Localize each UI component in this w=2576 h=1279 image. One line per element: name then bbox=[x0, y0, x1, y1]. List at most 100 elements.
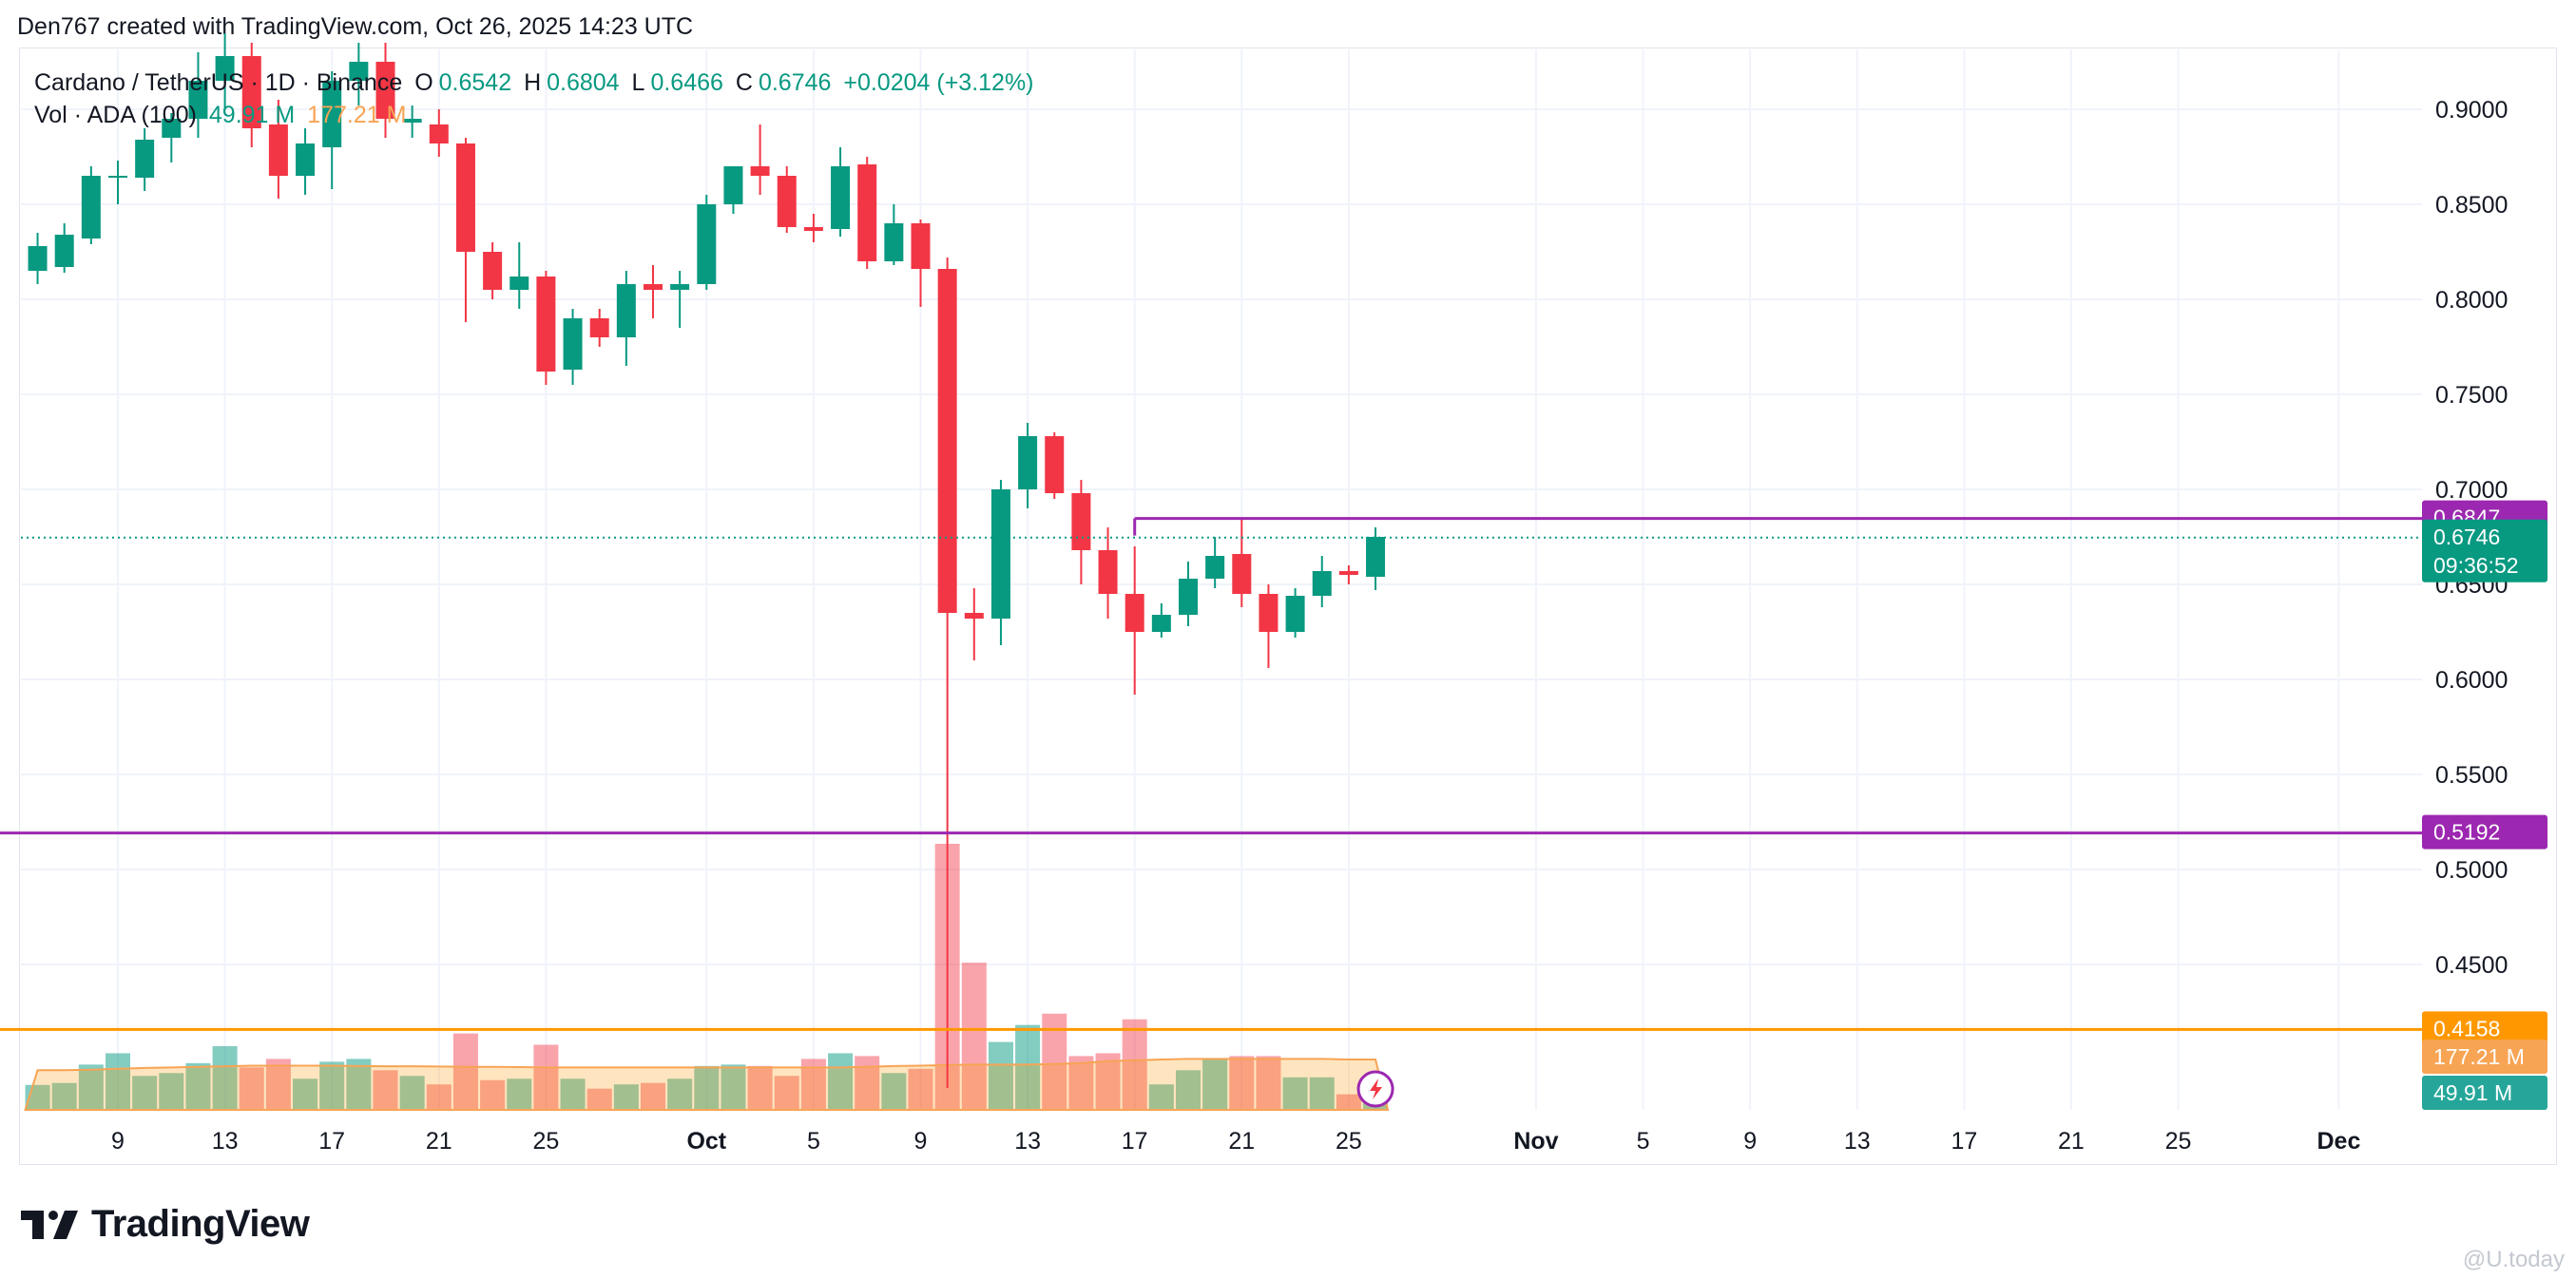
lightning-icon[interactable] bbox=[1356, 1070, 1394, 1108]
candle-body-up bbox=[1018, 436, 1038, 489]
volume-bar-up bbox=[1015, 1024, 1041, 1110]
candle bbox=[831, 147, 851, 237]
y-tick-label: 0.5500 bbox=[2435, 762, 2508, 789]
candle bbox=[1232, 518, 1252, 607]
candle-body-down bbox=[375, 62, 395, 119]
candle bbox=[937, 258, 957, 1088]
legend-symbol[interactable]: Cardano / TetherUS · 1D · Binance bbox=[34, 69, 403, 96]
price-tag-level-bg bbox=[2422, 1011, 2547, 1046]
candle bbox=[857, 157, 877, 269]
candle-body-up bbox=[402, 119, 422, 123]
volume-bar-down bbox=[373, 1070, 398, 1110]
candle bbox=[455, 138, 475, 322]
candle bbox=[616, 271, 636, 366]
volume-bar-up bbox=[319, 1061, 345, 1110]
lightning-icon-bolt bbox=[1370, 1079, 1383, 1099]
candle bbox=[1366, 527, 1386, 590]
x-tick-label: 13 bbox=[212, 1128, 239, 1155]
candle bbox=[296, 128, 316, 195]
volume-bar-down bbox=[239, 1067, 264, 1110]
candle bbox=[964, 588, 984, 660]
candle bbox=[697, 195, 717, 290]
candle-body-down bbox=[1259, 594, 1278, 632]
legend-volume-row: Vol · ADA (100) 49.91 M 177.21 M bbox=[34, 99, 1040, 131]
candle-body-up bbox=[670, 284, 690, 290]
candle-body-down bbox=[750, 166, 770, 176]
x-tick-label: Dec bbox=[2317, 1128, 2361, 1155]
legend-high: 0.6804 bbox=[547, 69, 620, 96]
volume-bar-down bbox=[586, 1088, 612, 1110]
legend-vol-label[interactable]: Vol · ADA (100) bbox=[34, 102, 197, 128]
candle-body-up bbox=[322, 81, 342, 147]
x-tick-label: 13 bbox=[1014, 1128, 1041, 1155]
volume-bar-up bbox=[399, 1076, 425, 1110]
volume-bar-up bbox=[185, 1062, 211, 1110]
candle bbox=[241, 43, 261, 147]
x-tick-label: 5 bbox=[1637, 1128, 1650, 1155]
legend-low: 0.6466 bbox=[650, 69, 723, 96]
volume-bar-down bbox=[774, 1076, 799, 1110]
price-tag-level-text: 0.4158 bbox=[2433, 1016, 2500, 1040]
candle bbox=[1045, 432, 1065, 499]
candle-body-up bbox=[54, 235, 74, 267]
candle bbox=[803, 214, 823, 242]
candle-body-down bbox=[1045, 436, 1065, 493]
volume-bar-up bbox=[667, 1079, 693, 1110]
candle-body-down bbox=[644, 284, 663, 290]
volume-bar-up bbox=[988, 1041, 1013, 1110]
y-tick-label: 0.7500 bbox=[2435, 382, 2508, 409]
volume-bar-down bbox=[747, 1065, 773, 1110]
legend-open-label: O bbox=[414, 69, 433, 96]
candle-body-up bbox=[563, 318, 583, 370]
candle-body-up bbox=[1151, 615, 1171, 632]
x-tick-label: 25 bbox=[2165, 1128, 2192, 1155]
volume-tag-ma-bg bbox=[2422, 1040, 2547, 1074]
candle bbox=[54, 223, 74, 273]
candle-body-up bbox=[188, 81, 208, 119]
candle-body-up bbox=[296, 143, 316, 176]
candle-body-down bbox=[241, 56, 261, 128]
candle bbox=[1338, 565, 1358, 584]
legend-close-label: C bbox=[735, 69, 753, 96]
candle-body-down bbox=[1232, 554, 1252, 594]
tradingview-brand[interactable]: TradingView bbox=[21, 1203, 310, 1246]
x-tick-label: 13 bbox=[1844, 1128, 1871, 1155]
legend-vol-ma: 177.21 M bbox=[307, 102, 407, 128]
volume-bar-up bbox=[721, 1064, 746, 1110]
volume-bar-up bbox=[613, 1084, 639, 1110]
candle-body-up bbox=[349, 62, 369, 81]
candle bbox=[1125, 546, 1144, 695]
candle-body-down bbox=[964, 613, 984, 619]
candle bbox=[188, 52, 208, 138]
legend-vol-value: 49.91 M bbox=[208, 102, 296, 128]
candle-body-down bbox=[1071, 493, 1091, 550]
volume-bar-down bbox=[452, 1033, 478, 1110]
volume-bar-down bbox=[480, 1079, 506, 1110]
candle-body-up bbox=[28, 246, 48, 271]
candle bbox=[268, 100, 288, 199]
volume-bar-up bbox=[507, 1079, 532, 1110]
candle bbox=[723, 166, 743, 214]
candle-body-up bbox=[162, 119, 182, 138]
candle bbox=[1018, 423, 1038, 508]
x-tick-label: Oct bbox=[686, 1128, 726, 1155]
candle-body-down bbox=[483, 252, 503, 290]
candle-body-up bbox=[723, 166, 743, 204]
volume-tag-ma: 177.21 M bbox=[2422, 1040, 2547, 1074]
candle bbox=[375, 43, 395, 138]
x-tick-label: 9 bbox=[914, 1128, 928, 1155]
candle bbox=[322, 71, 342, 189]
volume-bar-up bbox=[78, 1064, 104, 1110]
candle bbox=[777, 166, 797, 233]
candle bbox=[483, 242, 503, 299]
candle bbox=[750, 124, 770, 195]
tradingview-logo-icon bbox=[21, 1210, 78, 1239]
x-tick-label: 17 bbox=[318, 1128, 345, 1155]
candle-body-down bbox=[536, 277, 556, 372]
volume-bar-down bbox=[1229, 1056, 1255, 1110]
x-tick-label: 9 bbox=[111, 1128, 125, 1155]
candle bbox=[589, 309, 609, 347]
candle-body-up bbox=[108, 176, 127, 178]
volume-bar-up bbox=[1176, 1070, 1201, 1110]
